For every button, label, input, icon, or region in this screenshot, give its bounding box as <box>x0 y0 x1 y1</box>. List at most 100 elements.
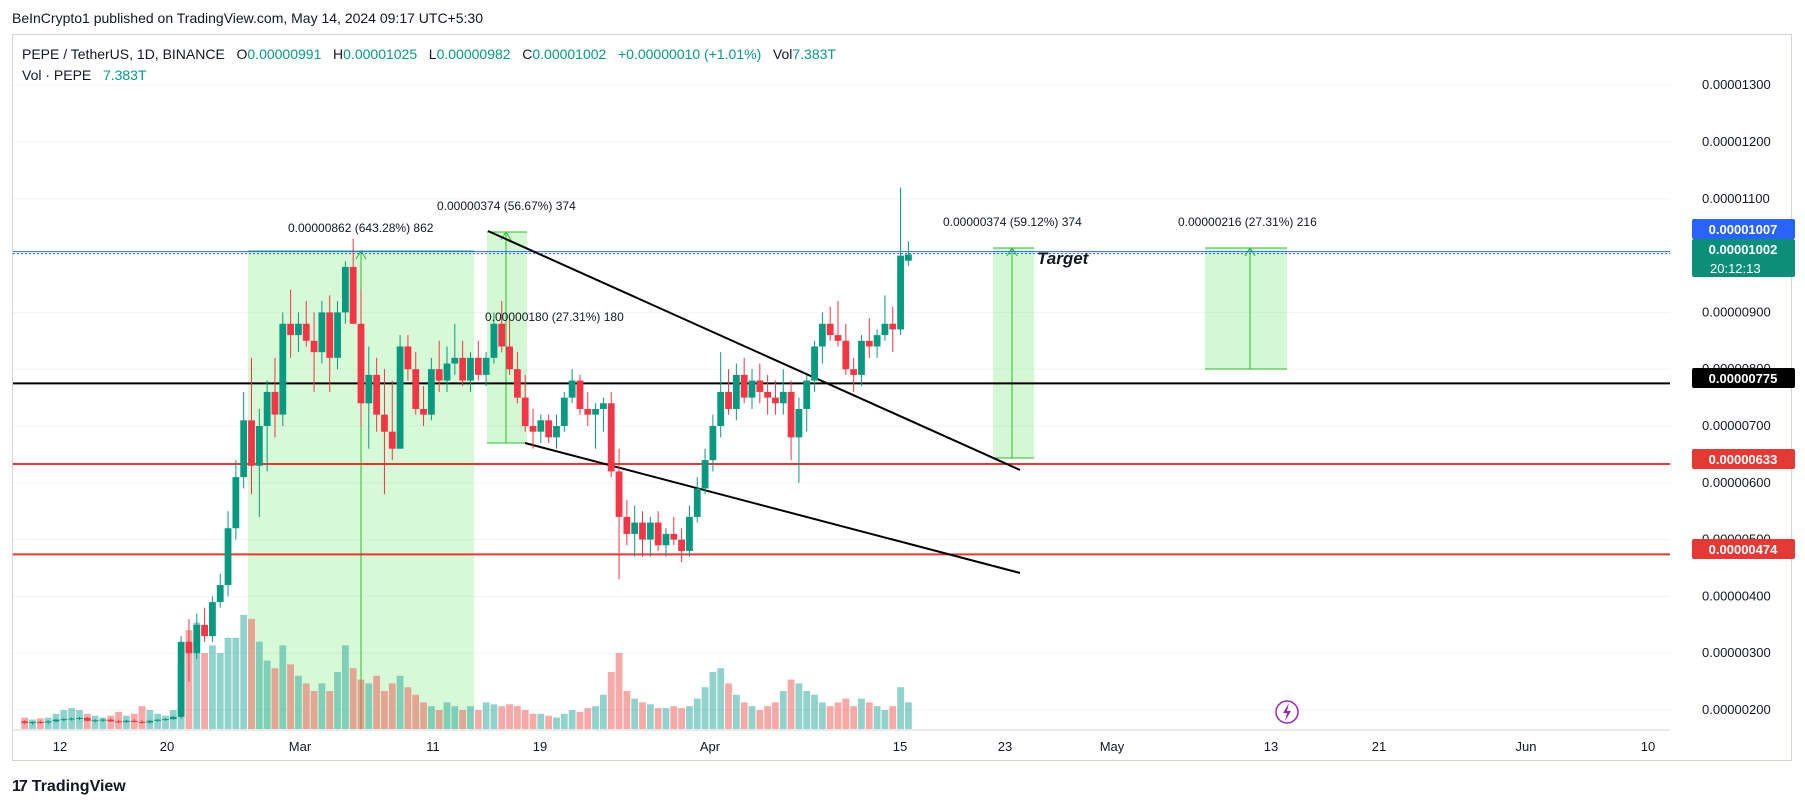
volume-bar <box>678 708 686 729</box>
volume-bar <box>850 706 858 729</box>
volume-bar <box>834 702 842 729</box>
candle-body <box>177 641 185 717</box>
candle-body <box>709 426 717 461</box>
publisher-credit: BeInCrypto1 published on TradingView.com… <box>12 10 483 26</box>
candle-body <box>232 477 240 529</box>
candle-body <box>889 323 897 330</box>
candle-body <box>545 420 553 438</box>
candle-body <box>818 323 826 347</box>
candle-body <box>795 408 803 438</box>
volume-bar <box>584 708 592 729</box>
volume-bar <box>36 718 44 729</box>
symbol-label[interactable]: PEPE / TetherUS, 1D, BINANCE <box>22 46 225 62</box>
y-axis-tick-label: 0.00000200 <box>1702 702 1771 717</box>
close-value: 0.00001002 <box>532 46 607 62</box>
candle-body <box>459 357 467 381</box>
volume-bar <box>193 622 201 729</box>
candle-body <box>427 369 435 415</box>
volume-bar <box>654 708 662 729</box>
y-axis-tick-label: 0.00000300 <box>1702 645 1771 660</box>
volume-bar <box>255 641 263 729</box>
candle-body <box>396 346 404 449</box>
volume-bar <box>732 694 740 729</box>
candle-body <box>740 374 748 398</box>
volume-bar <box>240 615 248 729</box>
volume-bar <box>787 679 795 729</box>
y-axis-tick-label: 0.00000900 <box>1702 304 1771 319</box>
candle-body <box>91 720 99 722</box>
volume-bar <box>232 637 240 729</box>
volume-bar <box>826 706 834 729</box>
volume-bar <box>201 653 208 729</box>
candle-body <box>52 719 60 722</box>
volume-bar <box>889 706 897 729</box>
footer-brand[interactable]: 17 TradingView <box>12 778 126 796</box>
volume-bar <box>521 710 529 729</box>
volume-bar <box>545 715 553 729</box>
candle-body <box>631 522 639 534</box>
volume-bar <box>209 645 216 729</box>
candle-body <box>60 719 68 721</box>
candle-body <box>639 522 646 540</box>
volume-bar <box>310 691 318 729</box>
open-label: O <box>236 46 248 62</box>
candle-body <box>826 323 834 336</box>
volume-bar <box>779 691 787 729</box>
volume-row: Vol · PEPE 7.383T <box>22 65 836 86</box>
candle-body <box>865 340 873 347</box>
candle-body <box>529 426 537 432</box>
candle-body <box>255 426 263 466</box>
candle-body <box>686 516 693 551</box>
volume-bar <box>459 710 467 729</box>
candle-body <box>334 312 341 358</box>
volume-bar <box>795 683 803 729</box>
x-axis-tick-label: 10 <box>1641 739 1655 754</box>
volume-bar <box>224 637 232 729</box>
volume-bar <box>646 704 654 729</box>
high-label: H <box>333 46 344 62</box>
candle-body <box>897 255 904 330</box>
candle-body <box>474 357 482 375</box>
volume-bar <box>600 694 607 729</box>
candle-body <box>388 431 396 449</box>
candle-body <box>576 380 584 409</box>
candle-body <box>216 585 224 603</box>
candle-body <box>732 374 740 409</box>
candle-body <box>404 346 412 370</box>
volume-bar <box>623 691 631 729</box>
x-axis-tick-label: Apr <box>700 739 721 754</box>
candle-body <box>373 374 381 415</box>
price-tag-last-bg <box>1692 239 1795 277</box>
candle-body <box>756 380 764 392</box>
volume-bar <box>287 664 295 729</box>
volume-bar <box>686 706 693 729</box>
candle-body <box>560 397 568 426</box>
candle-body <box>36 721 44 723</box>
candle-body <box>209 602 216 637</box>
measure-label-4: 0.00000374 (59.12%) 374 <box>943 215 1082 229</box>
candle-body <box>138 721 146 723</box>
candle-body <box>295 323 302 336</box>
volume-bar <box>435 710 443 729</box>
volume-bar <box>443 702 451 729</box>
x-axis-tick-label: May <box>1100 739 1125 754</box>
trendline-lower <box>524 442 1021 574</box>
candle-body <box>302 323 310 341</box>
volume-bar <box>248 618 255 729</box>
x-axis-tick-label: Mar <box>289 739 312 754</box>
volume-series-label[interactable]: Vol · PEPE <box>22 67 92 83</box>
x-axis-tick-label: 11 <box>426 739 440 754</box>
candle-body <box>154 719 162 721</box>
volume-bar <box>709 672 717 729</box>
measure-arrow-head <box>355 250 367 260</box>
candle-body <box>185 641 193 654</box>
x-axis-tick-label: Jun <box>1516 739 1537 754</box>
x-axis-tick-label: 20 <box>160 739 174 754</box>
price-tag-black: 0.00000775 <box>1709 371 1778 386</box>
candle-body <box>592 408 599 415</box>
chart-frame[interactable] <box>12 34 1792 761</box>
lightning-bolt-icon <box>1283 703 1291 721</box>
candle-body <box>169 716 177 720</box>
volume-bar <box>842 698 850 729</box>
